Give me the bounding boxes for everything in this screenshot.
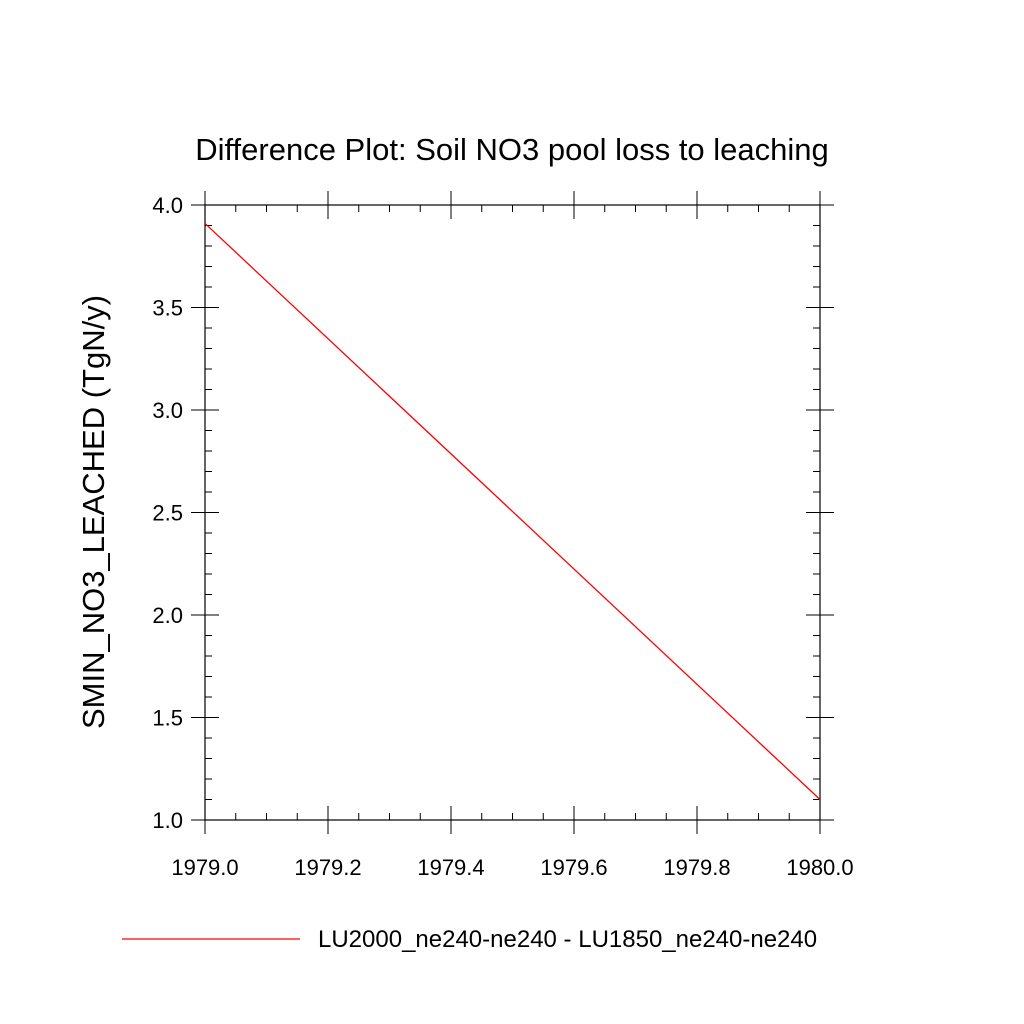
y-tick-label: 2.0 [152,603,183,628]
y-axis-label: SMIN_NO3_LEACHED (TgN/y) [76,295,111,729]
y-tick-label: 1.0 [152,808,183,833]
legend-label: LU2000_ne240-ne240 - LU1850_ne240-ne240 [318,926,817,953]
legend: LU2000_ne240-ne240 - LU1850_ne240-ne240 [122,926,817,953]
y-tick-label: 3.5 [152,296,183,321]
y-tick-label: 1.5 [152,706,183,731]
plot-area: 1979.0 1979.2 1979.4 1979.6 1979.8 1980.0 1.0 1… [152,191,854,880]
y-tick-label: 3.0 [152,398,183,423]
plot-frame [204,204,821,821]
series-line [204,222,821,800]
x-tick-label: 1979.8 [663,855,730,880]
x-tick-label: 1979.4 [417,855,484,880]
x-tick-label: 1979.2 [294,855,361,880]
chart-title: Difference Plot: Soil NO3 pool loss to l… [195,132,829,167]
y-tick-label: 2.5 [152,501,183,526]
y-tick-label: 4.0 [152,193,183,218]
x-tick-label: 1980.0 [786,855,853,880]
x-tick-label: 1979.0 [171,855,238,880]
x-tick-label: 1979.6 [540,855,607,880]
